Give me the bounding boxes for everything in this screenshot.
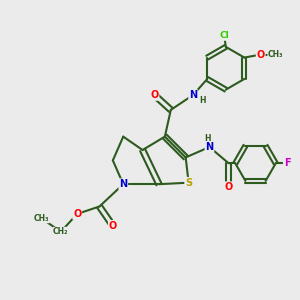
Text: O: O bbox=[73, 209, 81, 219]
Text: N: N bbox=[119, 179, 127, 189]
Text: O: O bbox=[256, 50, 265, 60]
Text: H: H bbox=[199, 96, 205, 105]
Text: N: N bbox=[206, 142, 214, 152]
Text: O: O bbox=[150, 90, 159, 100]
Text: O: O bbox=[225, 182, 233, 192]
Text: H: H bbox=[204, 134, 210, 143]
Text: N: N bbox=[189, 90, 197, 100]
Text: S: S bbox=[185, 178, 192, 188]
Text: F: F bbox=[284, 158, 290, 168]
Text: CH₃: CH₃ bbox=[34, 214, 49, 223]
Text: CH₂: CH₂ bbox=[53, 227, 69, 236]
Text: O: O bbox=[109, 221, 117, 231]
Text: Cl: Cl bbox=[219, 31, 229, 40]
Text: CH₃: CH₃ bbox=[268, 50, 283, 59]
